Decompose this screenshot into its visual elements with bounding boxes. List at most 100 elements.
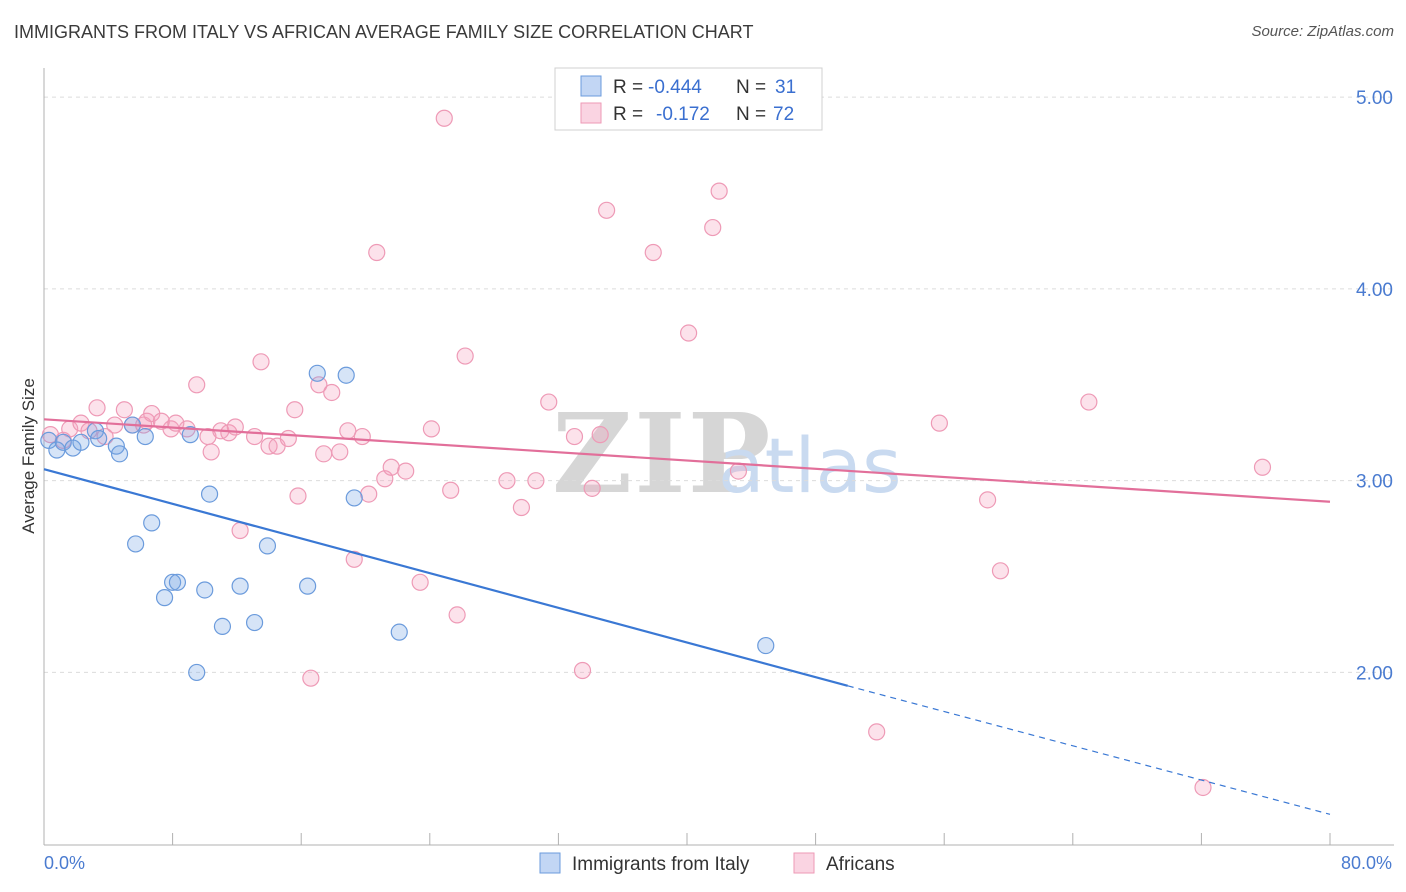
africans-point <box>435 109 453 127</box>
africans-point <box>704 218 722 237</box>
y-tick-label: 4.00 <box>1356 280 1393 301</box>
italy-point <box>155 589 174 607</box>
axes <box>43 68 1394 846</box>
bottom-legend-africans-label: Africans <box>826 854 895 875</box>
italy-point <box>168 573 187 591</box>
italy-point <box>308 364 326 382</box>
legend-africans-r-value: -0.172 <box>656 104 710 125</box>
africans-point <box>252 353 270 371</box>
africans-point <box>286 401 304 419</box>
africans-point <box>710 182 728 200</box>
africans-point <box>289 487 307 505</box>
africans-point <box>991 562 1010 580</box>
italy-trend-extension <box>847 685 1331 815</box>
africans-point <box>540 393 558 411</box>
africans-point <box>680 324 698 342</box>
africans-point <box>188 376 206 394</box>
italy-point <box>245 613 264 632</box>
y-tick-labels: 2.00 3.00 4.00 5.00 <box>1356 88 1393 684</box>
chart-title: IMMIGRANTS FROM ITALY VS AFRICAN AVERAGE… <box>14 22 754 42</box>
legend-africans-n-label: N = <box>736 104 766 125</box>
italy-point <box>164 573 182 591</box>
africans-point <box>279 429 297 448</box>
africans-point <box>202 443 220 461</box>
africans-point <box>115 401 133 419</box>
legend-italy-n-value: 31 <box>775 77 796 98</box>
africans-point <box>448 606 466 624</box>
africans-points <box>41 109 1272 797</box>
x-axis-ticks <box>43 833 1331 845</box>
legend-italy-r-value: -0.444 <box>648 77 702 98</box>
africans-point <box>498 472 516 490</box>
x-tick-label-max: 80.0% <box>1341 853 1392 873</box>
italy-point <box>231 577 249 595</box>
italy-points <box>40 364 775 682</box>
africans-point <box>527 472 545 490</box>
africans-point <box>565 427 584 446</box>
africans-point <box>1194 778 1212 797</box>
italy-point <box>345 489 363 507</box>
bottom-legend-africans-swatch <box>793 852 815 874</box>
legend-box <box>554 67 823 131</box>
africans-point <box>302 669 320 687</box>
africans-point <box>88 399 106 417</box>
africans-point <box>729 462 748 480</box>
italy-point <box>90 429 108 448</box>
x-tick-label-min: 0.0% <box>44 853 85 873</box>
africans-point <box>315 445 333 463</box>
legend-italy-swatch <box>580 75 602 97</box>
africans-point <box>422 420 441 438</box>
italy-point <box>72 433 90 451</box>
legend-italy-n-label: N = <box>736 77 766 98</box>
legend-africans-swatch <box>580 102 602 124</box>
africans-point <box>583 479 601 497</box>
africans-point <box>397 462 415 480</box>
italy-point <box>196 581 214 599</box>
italy-point <box>390 623 408 641</box>
africans-point <box>598 201 616 219</box>
africans-point <box>411 573 429 591</box>
italy-trend-line <box>43 468 849 687</box>
bottom-legend-italy-swatch <box>539 852 561 874</box>
africans-point <box>930 414 948 432</box>
italy-point <box>299 577 317 595</box>
africans-point <box>456 347 474 365</box>
africans-point <box>1253 458 1272 476</box>
africans-point <box>353 427 371 446</box>
correlation-legend: R = -0.444 N = 31 R = -0.172 N = 72 <box>554 67 823 131</box>
italy-point <box>181 426 199 444</box>
y-tick-label: 5.00 <box>1356 88 1393 109</box>
italy-point <box>200 485 219 503</box>
bottom-legend-italy-label: Immigrants from Italy <box>572 854 750 875</box>
italy-point <box>110 445 129 463</box>
africans-point <box>591 426 609 444</box>
africans-point <box>360 485 378 503</box>
africans-point <box>979 491 997 509</box>
italy-point <box>258 537 277 555</box>
africans-point <box>96 427 114 446</box>
italy-point <box>136 427 154 446</box>
y-axis-label: Average Family Size <box>19 378 38 534</box>
italy-point <box>54 433 72 451</box>
africans-point <box>644 243 662 262</box>
africans-point <box>339 422 357 440</box>
africans-point <box>442 481 460 499</box>
source-label: Source: ZipAtlas.com <box>1251 23 1394 40</box>
italy-point <box>757 636 775 655</box>
italy-point <box>127 535 145 553</box>
africans-point <box>345 550 363 568</box>
africans-point <box>382 458 400 476</box>
africans-point <box>331 443 349 461</box>
italy-point <box>143 514 161 532</box>
y-tick-label: 2.00 <box>1356 663 1393 684</box>
italy-point <box>337 366 355 384</box>
africans-point <box>512 498 531 517</box>
africans-point <box>231 521 249 540</box>
africans-point <box>323 383 341 402</box>
africans-point <box>1080 393 1098 411</box>
africans-point <box>368 243 386 262</box>
y-tick-label: 3.00 <box>1356 472 1393 493</box>
legend-africans-n-value: 72 <box>773 104 794 125</box>
legend-italy-r-label: R = <box>613 77 643 98</box>
